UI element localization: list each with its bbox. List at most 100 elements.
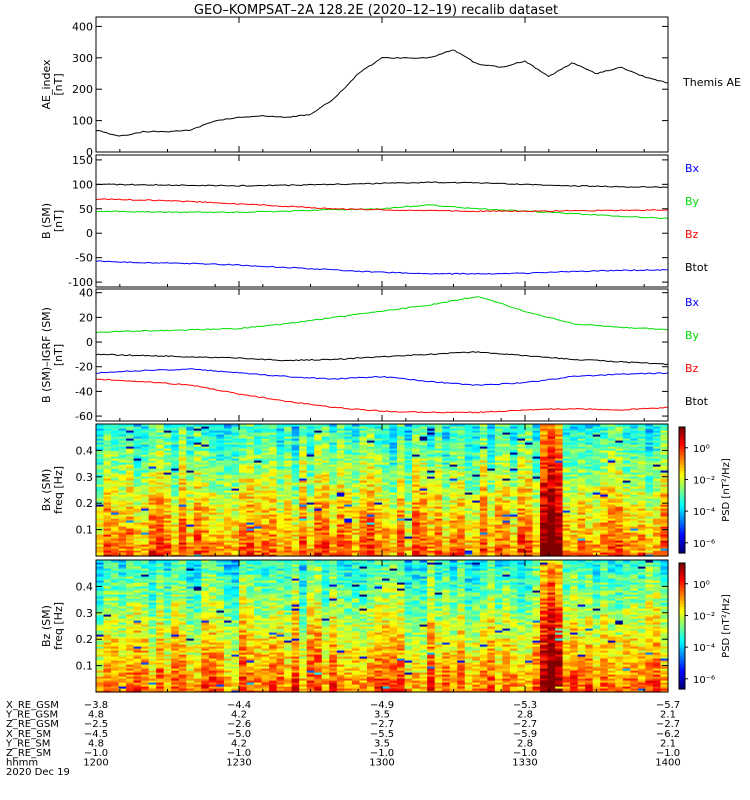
spectrogram-cell	[442, 518, 451, 521]
spectrogram-cell	[404, 428, 413, 431]
spectrogram-cell	[434, 506, 443, 509]
spectrogram-cell	[359, 494, 368, 497]
spectrogram-cell	[141, 468, 150, 471]
spectrogram-cell	[269, 552, 278, 555]
spectrogram-cell	[126, 442, 135, 445]
spectrogram-cell	[494, 464, 504, 467]
spectrogram-cell	[111, 440, 120, 443]
spectrogram-cell	[412, 504, 421, 507]
spectrogram-cell	[261, 428, 270, 431]
spectrogram-cell	[622, 542, 631, 545]
spectrogram-cell	[148, 430, 157, 433]
spectrogram-cell	[412, 518, 421, 521]
spectrogram-cell	[622, 486, 631, 489]
spectrogram-cell	[366, 540, 376, 543]
spectrogram-cell	[389, 506, 398, 509]
spectrogram-cell	[600, 506, 609, 509]
spectrogram-cell	[178, 512, 187, 515]
spectrogram-cell	[246, 446, 255, 449]
spectrogram-cell	[208, 546, 218, 549]
spectrogram-cell	[118, 456, 127, 459]
spectrogram-cell	[336, 516, 345, 519]
spectrogram-cell	[442, 430, 451, 433]
spectrogram-cell	[442, 472, 451, 475]
spectrogram-cell	[494, 480, 504, 483]
spectrogram-cell	[464, 458, 473, 461]
spectrogram-cell	[216, 468, 225, 471]
spectrogram-cell	[464, 456, 473, 459]
spectrogram-cell	[622, 518, 631, 521]
spectrogram-cell	[585, 548, 594, 551]
spectrogram-cell	[509, 432, 519, 435]
spectrogram-cell	[509, 520, 519, 523]
spectrogram-cell	[374, 546, 383, 549]
series-line	[95, 181, 669, 189]
spectrogram-cell	[216, 460, 225, 463]
spectrogram-cell	[111, 500, 120, 503]
spectrogram-cell	[321, 446, 330, 449]
spectrogram-cell	[284, 540, 293, 543]
spectrogram-cell	[344, 426, 353, 429]
spectrogram-cell	[630, 522, 639, 525]
spectrogram-cell	[502, 430, 511, 433]
spectrogram-cell	[291, 552, 300, 555]
spectrogram-cell	[133, 522, 142, 525]
spectrogram-cell	[562, 430, 571, 433]
spectrogram-cell	[366, 456, 376, 459]
spectrogram-cell	[547, 528, 556, 531]
spectrogram-cell	[336, 540, 345, 543]
spectrogram-cell	[254, 450, 263, 453]
y-tick-label: -40	[75, 385, 93, 398]
spectrogram-cell	[607, 436, 616, 439]
spectrogram-cell	[374, 456, 383, 459]
spectrogram-cell	[404, 442, 413, 445]
spectrogram-cell	[118, 490, 127, 493]
spectrogram-cell	[540, 502, 549, 505]
spectrogram-cell	[592, 454, 601, 457]
spectrogram-cell	[404, 438, 413, 441]
spectrogram-cell	[562, 544, 571, 547]
spectrogram-cell	[487, 496, 496, 499]
spectrogram-cell	[208, 512, 218, 515]
spectrogram-cell	[126, 534, 135, 537]
spectrogram-cell	[103, 524, 112, 527]
spectrogram-cell	[299, 482, 308, 485]
spectrogram-cell	[148, 472, 157, 475]
spectrogram-cell	[201, 520, 210, 523]
spectrogram-cell	[592, 452, 601, 455]
spectrogram-cell	[329, 544, 338, 547]
spectrogram-cell	[517, 468, 526, 471]
spectrogram-cell	[269, 438, 278, 441]
spectrogram-cell	[487, 474, 496, 477]
spectrogram-cell	[171, 524, 180, 527]
spectrogram-cell	[163, 496, 172, 499]
spectrogram-cell	[487, 514, 496, 517]
spectrogram-cell	[133, 528, 142, 531]
spectrogram-cell	[494, 492, 504, 495]
spectrogram-cell	[622, 478, 631, 481]
spectrogram-cell	[359, 532, 368, 535]
spectrogram-cell	[344, 478, 353, 481]
spectrogram-cell	[351, 454, 361, 457]
spectrogram-cell	[163, 426, 172, 429]
spectrogram-cell	[366, 514, 376, 517]
spectrogram-cell	[389, 540, 398, 543]
spectrogram-cell	[457, 512, 466, 515]
spectrogram-cell	[96, 538, 105, 541]
spectrogram-cell	[351, 544, 361, 547]
spectrogram-cell	[336, 486, 345, 489]
spectrogram-cell	[156, 450, 165, 453]
spectrogram-cell	[223, 498, 233, 501]
spectrogram-cell	[532, 464, 541, 467]
spectrogram-cell	[291, 496, 300, 499]
spectrogram-cell	[231, 526, 240, 529]
spectrogram-cell	[351, 496, 361, 499]
spectrogram-cell	[532, 490, 541, 493]
spectrogram-cell	[600, 440, 609, 443]
spectrogram-cell	[630, 516, 639, 519]
spectrogram-cell	[254, 468, 263, 471]
spectrogram-cell	[201, 436, 210, 439]
spectrogram-cell	[389, 450, 398, 453]
spectrogram-cell	[412, 538, 421, 541]
spectrogram-cell	[254, 494, 263, 497]
